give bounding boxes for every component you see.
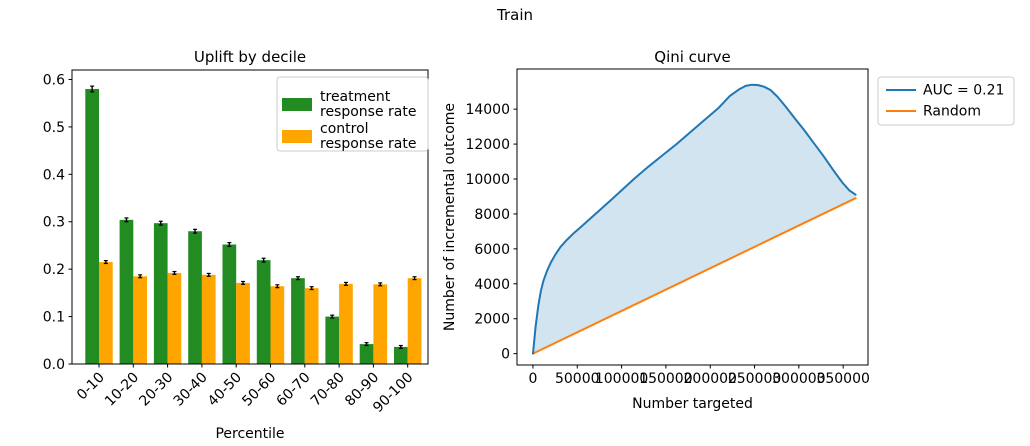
qini-fill-area: [533, 84, 856, 354]
bar: [188, 231, 202, 364]
bar: [222, 244, 237, 364]
legend-label: AUC = 0.21: [923, 83, 1004, 99]
legend-patch: [282, 130, 312, 143]
legend-label: response rate: [320, 104, 416, 120]
uplift-by-decile-chart: Uplift by decile0.00.10.20.30.40.50.60-1…: [43, 48, 429, 442]
legend-label: treatment: [320, 89, 391, 105]
qini-line: [532, 83, 857, 355]
legend-label: Random: [923, 104, 981, 120]
legend-label: response rate: [320, 136, 416, 152]
y-axis-label: Number of incremental outcome: [442, 103, 458, 331]
legend-box: [276, 76, 429, 152]
x-tick-label: 10-20: [102, 370, 142, 410]
bar: [304, 288, 319, 364]
x-tick-label: 0: [528, 371, 537, 387]
uplift-chart-title: Uplift by decile: [194, 48, 306, 66]
y-tick-label: 10000: [465, 172, 510, 188]
bar: [99, 262, 113, 364]
bar: [325, 316, 340, 364]
qini-chart-title: Qini curve: [654, 48, 730, 66]
figure-suptitle: Train: [497, 6, 533, 24]
y-tick-label: 4000: [474, 277, 510, 293]
x-axis-label: Percentile: [215, 426, 284, 442]
legend-label: control: [320, 121, 369, 137]
plot-frame: [516, 68, 869, 366]
bar: [119, 219, 134, 364]
y-tick-label: 6000: [474, 242, 510, 258]
x-tick-label: 60-70: [274, 370, 314, 410]
x-tick-label: 20-30: [136, 370, 176, 410]
y-tick-label: 0.6: [43, 72, 65, 88]
y-tick-label: 12000: [465, 137, 510, 153]
x-tick-label: 150000: [639, 371, 692, 387]
x-tick-label: 300000: [772, 371, 825, 387]
plot-frame: [71, 69, 429, 365]
bar: [85, 88, 99, 364]
x-tick-label: 250000: [728, 371, 781, 387]
y-tick-label: 8000: [474, 207, 510, 223]
bar: [270, 286, 285, 364]
y-tick-label: 0.4: [43, 167, 65, 183]
y-tick-label: 14000: [465, 102, 510, 118]
bar: [394, 346, 408, 364]
y-tick-label: 0.3: [43, 215, 65, 231]
x-tick-label: 50000: [555, 371, 600, 387]
bar: [133, 276, 147, 364]
bar: [153, 223, 168, 364]
y-tick-label: 0: [501, 347, 510, 363]
x-tick-label: 100000: [595, 371, 648, 387]
x-tick-label: 200000: [684, 371, 737, 387]
y-tick-label: 0.5: [43, 120, 65, 136]
y-tick-label: 0.2: [43, 262, 65, 278]
x-tick-label: 30-40: [171, 370, 211, 410]
y-tick-label: 0.0: [43, 357, 65, 373]
x-tick-label: 50-60: [239, 370, 279, 410]
x-tick-label: 70-80: [308, 370, 348, 410]
bar: [359, 344, 374, 364]
bar: [167, 272, 182, 364]
bar: [407, 278, 422, 364]
bar-series-control: [99, 260, 422, 364]
bar: [373, 284, 388, 364]
x-axis-label: Number targeted: [632, 396, 753, 412]
legend-patch: [282, 98, 312, 111]
bar-series-treatment: [85, 85, 408, 364]
bar: [201, 274, 216, 364]
bar: [256, 260, 271, 364]
x-tick-label: 350000: [816, 371, 869, 387]
y-tick-label: 2000: [474, 312, 510, 328]
x-tick-label: 40-50: [205, 370, 245, 410]
random-line: [532, 197, 857, 355]
bar: [291, 278, 305, 364]
y-tick-label: 0.1: [43, 310, 65, 326]
bar: [236, 282, 250, 364]
bar: [339, 283, 353, 364]
